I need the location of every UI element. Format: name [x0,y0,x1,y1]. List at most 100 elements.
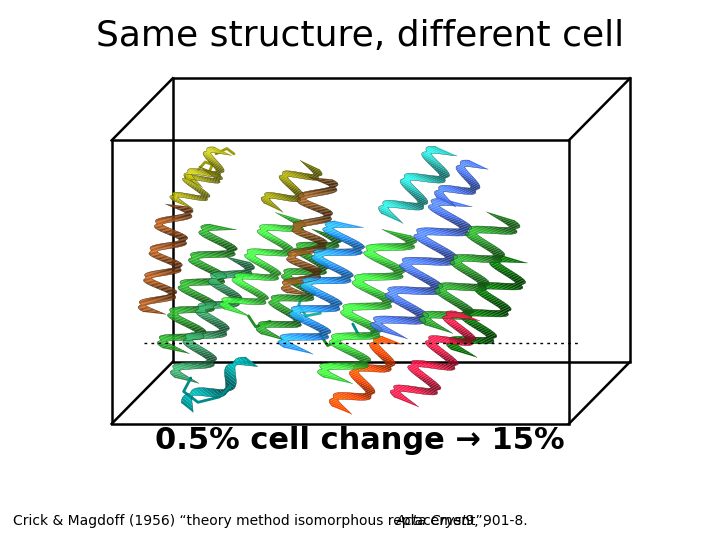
PathPatch shape [222,299,239,303]
PathPatch shape [157,341,174,346]
PathPatch shape [152,296,175,300]
PathPatch shape [462,177,480,187]
PathPatch shape [456,165,469,173]
PathPatch shape [488,255,502,260]
PathPatch shape [459,174,480,185]
PathPatch shape [445,185,468,194]
PathPatch shape [460,336,490,344]
PathPatch shape [179,239,186,241]
PathPatch shape [158,218,184,221]
PathPatch shape [478,284,499,289]
PathPatch shape [153,286,176,291]
PathPatch shape [185,336,197,340]
PathPatch shape [157,288,177,292]
PathPatch shape [189,262,217,269]
PathPatch shape [351,356,371,361]
PathPatch shape [194,333,204,336]
PathPatch shape [146,272,171,275]
PathPatch shape [285,218,306,226]
PathPatch shape [225,377,235,388]
PathPatch shape [190,253,212,258]
PathPatch shape [462,320,490,329]
PathPatch shape [327,301,341,306]
PathPatch shape [341,241,364,248]
PathPatch shape [440,296,471,307]
PathPatch shape [187,347,214,355]
PathPatch shape [271,296,289,301]
PathPatch shape [169,312,179,315]
PathPatch shape [349,248,362,252]
PathPatch shape [162,295,176,298]
PathPatch shape [385,316,420,324]
PathPatch shape [441,356,459,365]
PathPatch shape [219,271,247,277]
PathPatch shape [252,273,278,280]
PathPatch shape [207,321,230,328]
PathPatch shape [409,192,428,203]
PathPatch shape [339,393,363,400]
PathPatch shape [284,194,301,201]
PathPatch shape [263,197,271,200]
PathPatch shape [321,299,342,305]
PathPatch shape [247,251,261,255]
PathPatch shape [225,370,236,383]
PathPatch shape [210,388,223,397]
PathPatch shape [423,244,456,254]
PathPatch shape [352,246,363,250]
PathPatch shape [284,269,303,275]
PathPatch shape [212,272,237,278]
PathPatch shape [182,213,192,215]
PathPatch shape [185,335,203,339]
PathPatch shape [204,251,233,257]
PathPatch shape [192,252,219,258]
PathPatch shape [420,320,448,330]
PathPatch shape [441,283,472,291]
PathPatch shape [291,316,323,326]
PathPatch shape [181,334,204,339]
PathPatch shape [201,302,228,308]
PathPatch shape [464,284,487,290]
PathPatch shape [457,254,489,262]
PathPatch shape [202,170,219,177]
PathPatch shape [302,280,318,284]
PathPatch shape [170,197,190,207]
PathPatch shape [291,278,318,281]
PathPatch shape [175,334,203,339]
PathPatch shape [382,201,397,208]
PathPatch shape [196,352,217,359]
PathPatch shape [282,172,294,177]
PathPatch shape [315,264,329,269]
PathPatch shape [330,304,339,307]
PathPatch shape [428,337,443,343]
PathPatch shape [331,398,339,402]
PathPatch shape [292,264,318,268]
PathPatch shape [187,169,200,175]
PathPatch shape [410,364,418,368]
PathPatch shape [330,362,364,369]
PathPatch shape [331,345,363,354]
PathPatch shape [172,193,186,198]
PathPatch shape [385,200,410,210]
PathPatch shape [300,285,322,291]
PathPatch shape [288,256,296,258]
PathPatch shape [453,223,472,230]
PathPatch shape [414,360,441,370]
PathPatch shape [306,278,338,284]
PathPatch shape [426,228,462,236]
PathPatch shape [197,388,212,397]
PathPatch shape [294,306,325,312]
PathPatch shape [333,396,342,400]
PathPatch shape [313,251,337,255]
PathPatch shape [212,147,231,156]
PathPatch shape [282,174,289,178]
PathPatch shape [387,298,420,309]
PathPatch shape [291,334,324,340]
PathPatch shape [157,296,176,299]
PathPatch shape [474,328,497,336]
PathPatch shape [291,268,320,275]
PathPatch shape [153,271,179,274]
PathPatch shape [469,238,500,249]
PathPatch shape [274,243,294,250]
PathPatch shape [325,222,350,227]
PathPatch shape [448,228,469,234]
